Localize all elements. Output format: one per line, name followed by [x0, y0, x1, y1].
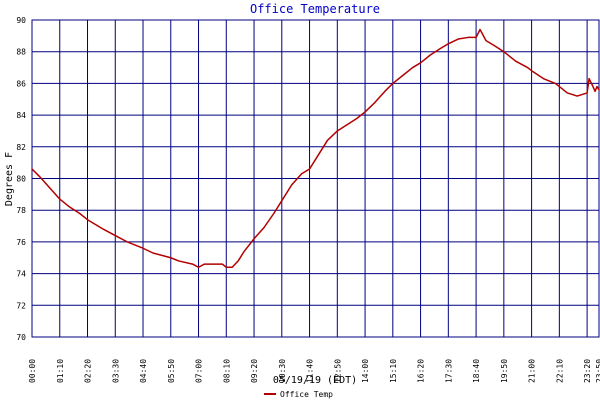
x-tick-label: 10:30	[278, 359, 287, 383]
series-layer	[31, 28, 600, 269]
x-tick-label: 03:30	[111, 359, 120, 383]
y-tick-label: 74	[16, 270, 26, 279]
y-tick-label: 84	[16, 111, 26, 120]
y-tick-label: 88	[16, 48, 26, 57]
x-tick-label: 04:40	[139, 359, 148, 383]
x-tick-label: 16:20	[417, 359, 426, 383]
x-tick-label: 15:10	[389, 359, 398, 383]
y-tick-label: 70	[16, 333, 26, 342]
legend: Office Temp	[264, 390, 333, 399]
y-tick-label: 80	[16, 175, 26, 184]
chart-title: Office Temperature	[250, 2, 380, 16]
x-tick-label: 09:20	[250, 359, 259, 383]
x-tick-label: 11:40	[306, 359, 315, 383]
y-axis-label: Degrees F	[4, 152, 15, 206]
series-line-office-temp	[31, 28, 600, 269]
x-tick-label: 23:20	[583, 359, 592, 383]
x-tick-label: 21:00	[528, 359, 537, 383]
y-tick-label: 86	[16, 79, 26, 88]
x-tick-label: 19:50	[500, 359, 509, 383]
y-tick-label: 90	[16, 16, 26, 25]
x-tick-label: 22:10	[555, 359, 564, 383]
legend-series-label: Office Temp	[280, 390, 333, 399]
x-tick-label: 12:50	[333, 359, 342, 383]
x-tick-label: 05:50	[167, 359, 176, 383]
x-tick-label: 23:50	[595, 359, 600, 383]
x-tick-label: 18:40	[472, 359, 481, 383]
y-tick-label: 72	[16, 301, 26, 310]
y-tick-label: 82	[16, 143, 26, 152]
x-tick-label: 07:00	[195, 359, 204, 383]
y-tick-label: 76	[16, 238, 26, 247]
x-tick-label: 17:30	[444, 359, 453, 383]
x-axis-label: 05/19/19 (EDT)	[273, 375, 357, 386]
x-tick-label: 08:10	[222, 359, 231, 383]
y-tick-label: 78	[16, 206, 26, 215]
x-tick-label: 14:00	[361, 359, 370, 383]
x-tick-label: 02:20	[84, 359, 93, 383]
x-tick-label: 01:10	[56, 359, 65, 383]
axis-text-layer: 70 72 74 76 78 80 82 84 86 88 90 00:00 01:10 02:20 03:…	[16, 16, 600, 383]
x-tick-label: 00:00	[28, 359, 37, 383]
